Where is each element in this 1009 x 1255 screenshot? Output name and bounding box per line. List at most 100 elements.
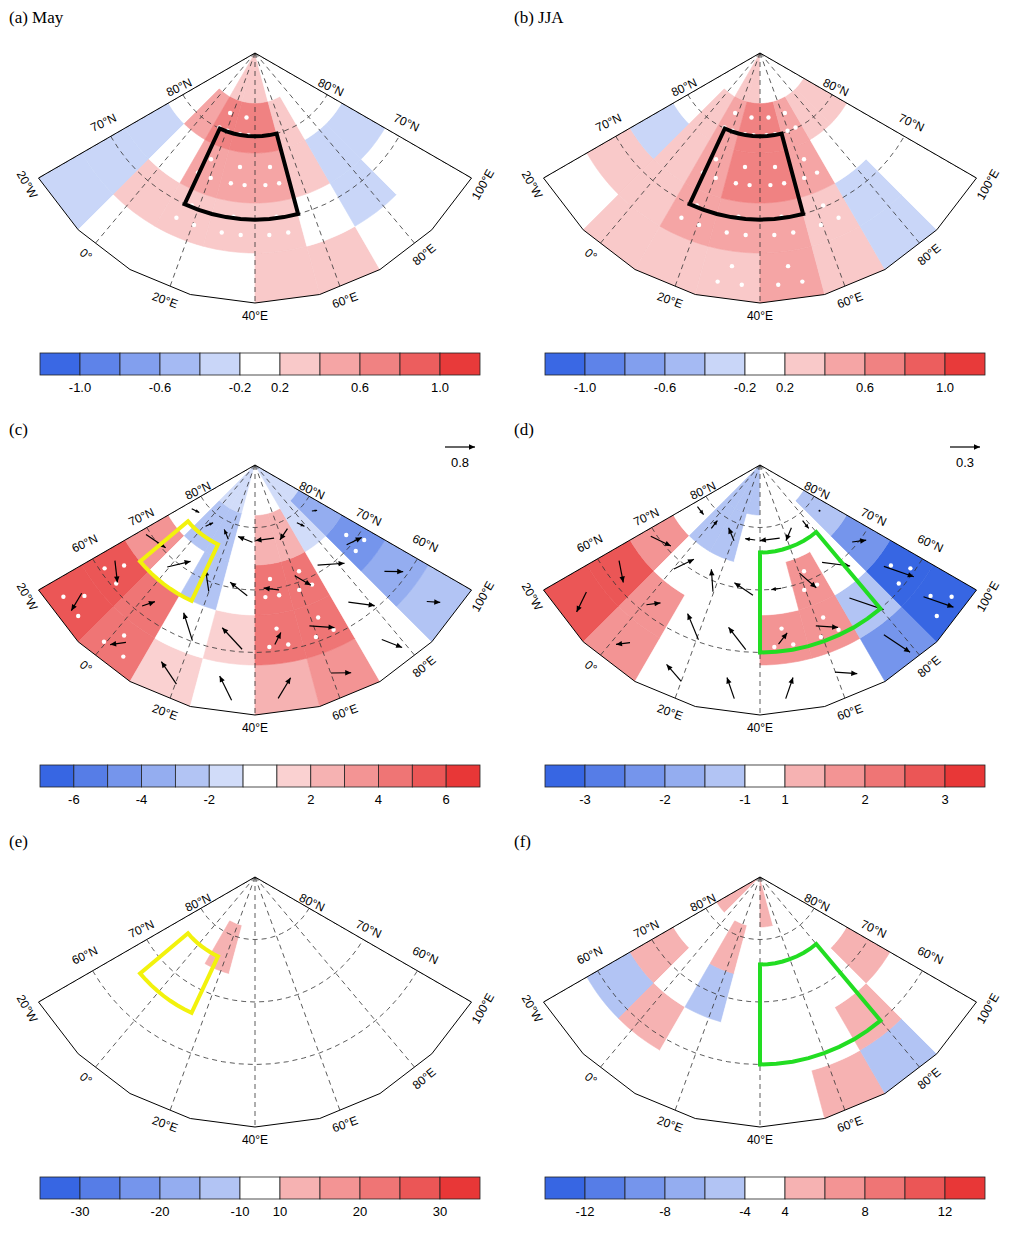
lat-label: 60°N [575, 943, 605, 967]
colorbar-tick-label: -30 [71, 1204, 90, 1219]
lat-label: 80°N [669, 75, 699, 99]
stipple [102, 633, 127, 658]
colorbar-box [825, 1177, 865, 1199]
panel-title: (b) JJA [514, 8, 564, 27]
lat-label: 80°N [164, 75, 194, 99]
lon-label: 0° [77, 658, 95, 676]
colorbar-box [785, 1177, 825, 1199]
field-cell [190, 1070, 255, 1127]
lon-label: 60°E [835, 701, 864, 723]
colorbar-tick-label: -2 [203, 792, 215, 807]
meridian [760, 53, 761, 303]
parallel [93, 559, 418, 653]
colorbar-box [865, 765, 905, 787]
field [38, 465, 471, 715]
wind-vector [161, 662, 176, 684]
map-frame [544, 877, 977, 1127]
wind-vector [275, 632, 281, 644]
meridian [760, 877, 921, 1069]
colorbar-box [40, 353, 80, 375]
colorbar-box [360, 353, 400, 375]
stipple [715, 264, 744, 287]
wind-vector [697, 507, 703, 515]
colorbar-box [665, 765, 705, 787]
panel: (e)20°W0°20°E40°E60°E80°E100°E60°N60°N70… [9, 832, 497, 1219]
lat-label: 80°N [821, 75, 851, 99]
wind-vector [331, 670, 351, 675]
wind-vector [646, 601, 660, 606]
panel: (a) May20°W0°20°E40°E60°E80°E100°E70°N70… [9, 8, 497, 395]
wind-vector [786, 678, 794, 699]
lat-label: 80°N [688, 479, 718, 503]
field-cell [203, 610, 255, 665]
wind-vector [427, 599, 440, 604]
lat-label: 70°N [896, 111, 926, 135]
colorbar-box [378, 765, 412, 787]
wind-vector [280, 529, 288, 540]
stipple [772, 626, 795, 649]
lat-label: 70°N [354, 917, 384, 941]
lat-label: 60°N [70, 531, 100, 555]
field [38, 877, 471, 1127]
wind-vector [309, 624, 334, 629]
wind-vector [674, 559, 694, 569]
field-cell [901, 565, 976, 642]
lat-label: 70°N [593, 111, 623, 135]
wind-vector [278, 678, 290, 699]
region-box [140, 521, 218, 601]
colorbar-box [785, 353, 825, 375]
colorbar-tick-label: -2 [659, 792, 671, 807]
wind-vector [255, 537, 274, 542]
stipple [102, 563, 126, 585]
wind-vector [786, 528, 792, 541]
stipple [802, 569, 819, 592]
lat-label: 70°N [631, 917, 661, 941]
lat-label: 70°N [126, 505, 156, 529]
colorbar-box [80, 1177, 120, 1199]
wind-vector [667, 664, 682, 681]
wind-vector [577, 592, 587, 612]
meridian [599, 465, 760, 657]
wind-vector [312, 510, 317, 512]
map-frame [39, 877, 472, 1127]
field-cell [708, 198, 760, 253]
lon-label: 40°E [242, 309, 268, 323]
field-cell [229, 925, 255, 977]
lat-label: 60°N [410, 943, 440, 967]
colorbar-tick-label: 2 [307, 792, 314, 807]
wind-vector [760, 537, 780, 542]
lon-label: 20°E [655, 1113, 684, 1135]
field-cell [721, 150, 760, 203]
colorbar-box [400, 353, 440, 375]
wind-vector [142, 601, 155, 606]
lat-label: 70°N [88, 111, 118, 135]
meridian [94, 877, 255, 1069]
colorbar-box [440, 1177, 480, 1199]
wind-vector [819, 510, 821, 512]
map-frame [544, 465, 977, 715]
lon-label: 80°E [410, 241, 439, 269]
colorbar-tick-label: 2 [861, 792, 868, 807]
lon-label: 80°E [915, 653, 944, 681]
colorbar-tick-label: 6 [443, 792, 450, 807]
lon-label: 20°W [519, 580, 546, 613]
panel: (d)20°W0°20°E40°E60°E80°E100°E60°N60°N70… [514, 420, 1002, 807]
wind-vector [651, 536, 671, 546]
wind-vector [924, 597, 954, 608]
field [38, 53, 471, 303]
colorbar-box [865, 1177, 905, 1199]
reference-label: 0.8 [451, 455, 469, 470]
colorbar-box [785, 765, 825, 787]
colorbar-box [280, 1177, 320, 1199]
field-cell [734, 101, 760, 153]
lon-label: 100°E [974, 579, 1003, 614]
field-cell [203, 1022, 255, 1077]
wind-vector [816, 624, 838, 629]
colorbar-box [160, 1177, 200, 1199]
field [543, 53, 976, 303]
colorbar-tick-label: 0.6 [351, 380, 369, 395]
lon-label: 40°E [747, 1133, 773, 1147]
field-cell [229, 513, 255, 565]
lon-label: 100°E [974, 167, 1003, 202]
colorbar-tick-label: -1.0 [574, 380, 596, 395]
